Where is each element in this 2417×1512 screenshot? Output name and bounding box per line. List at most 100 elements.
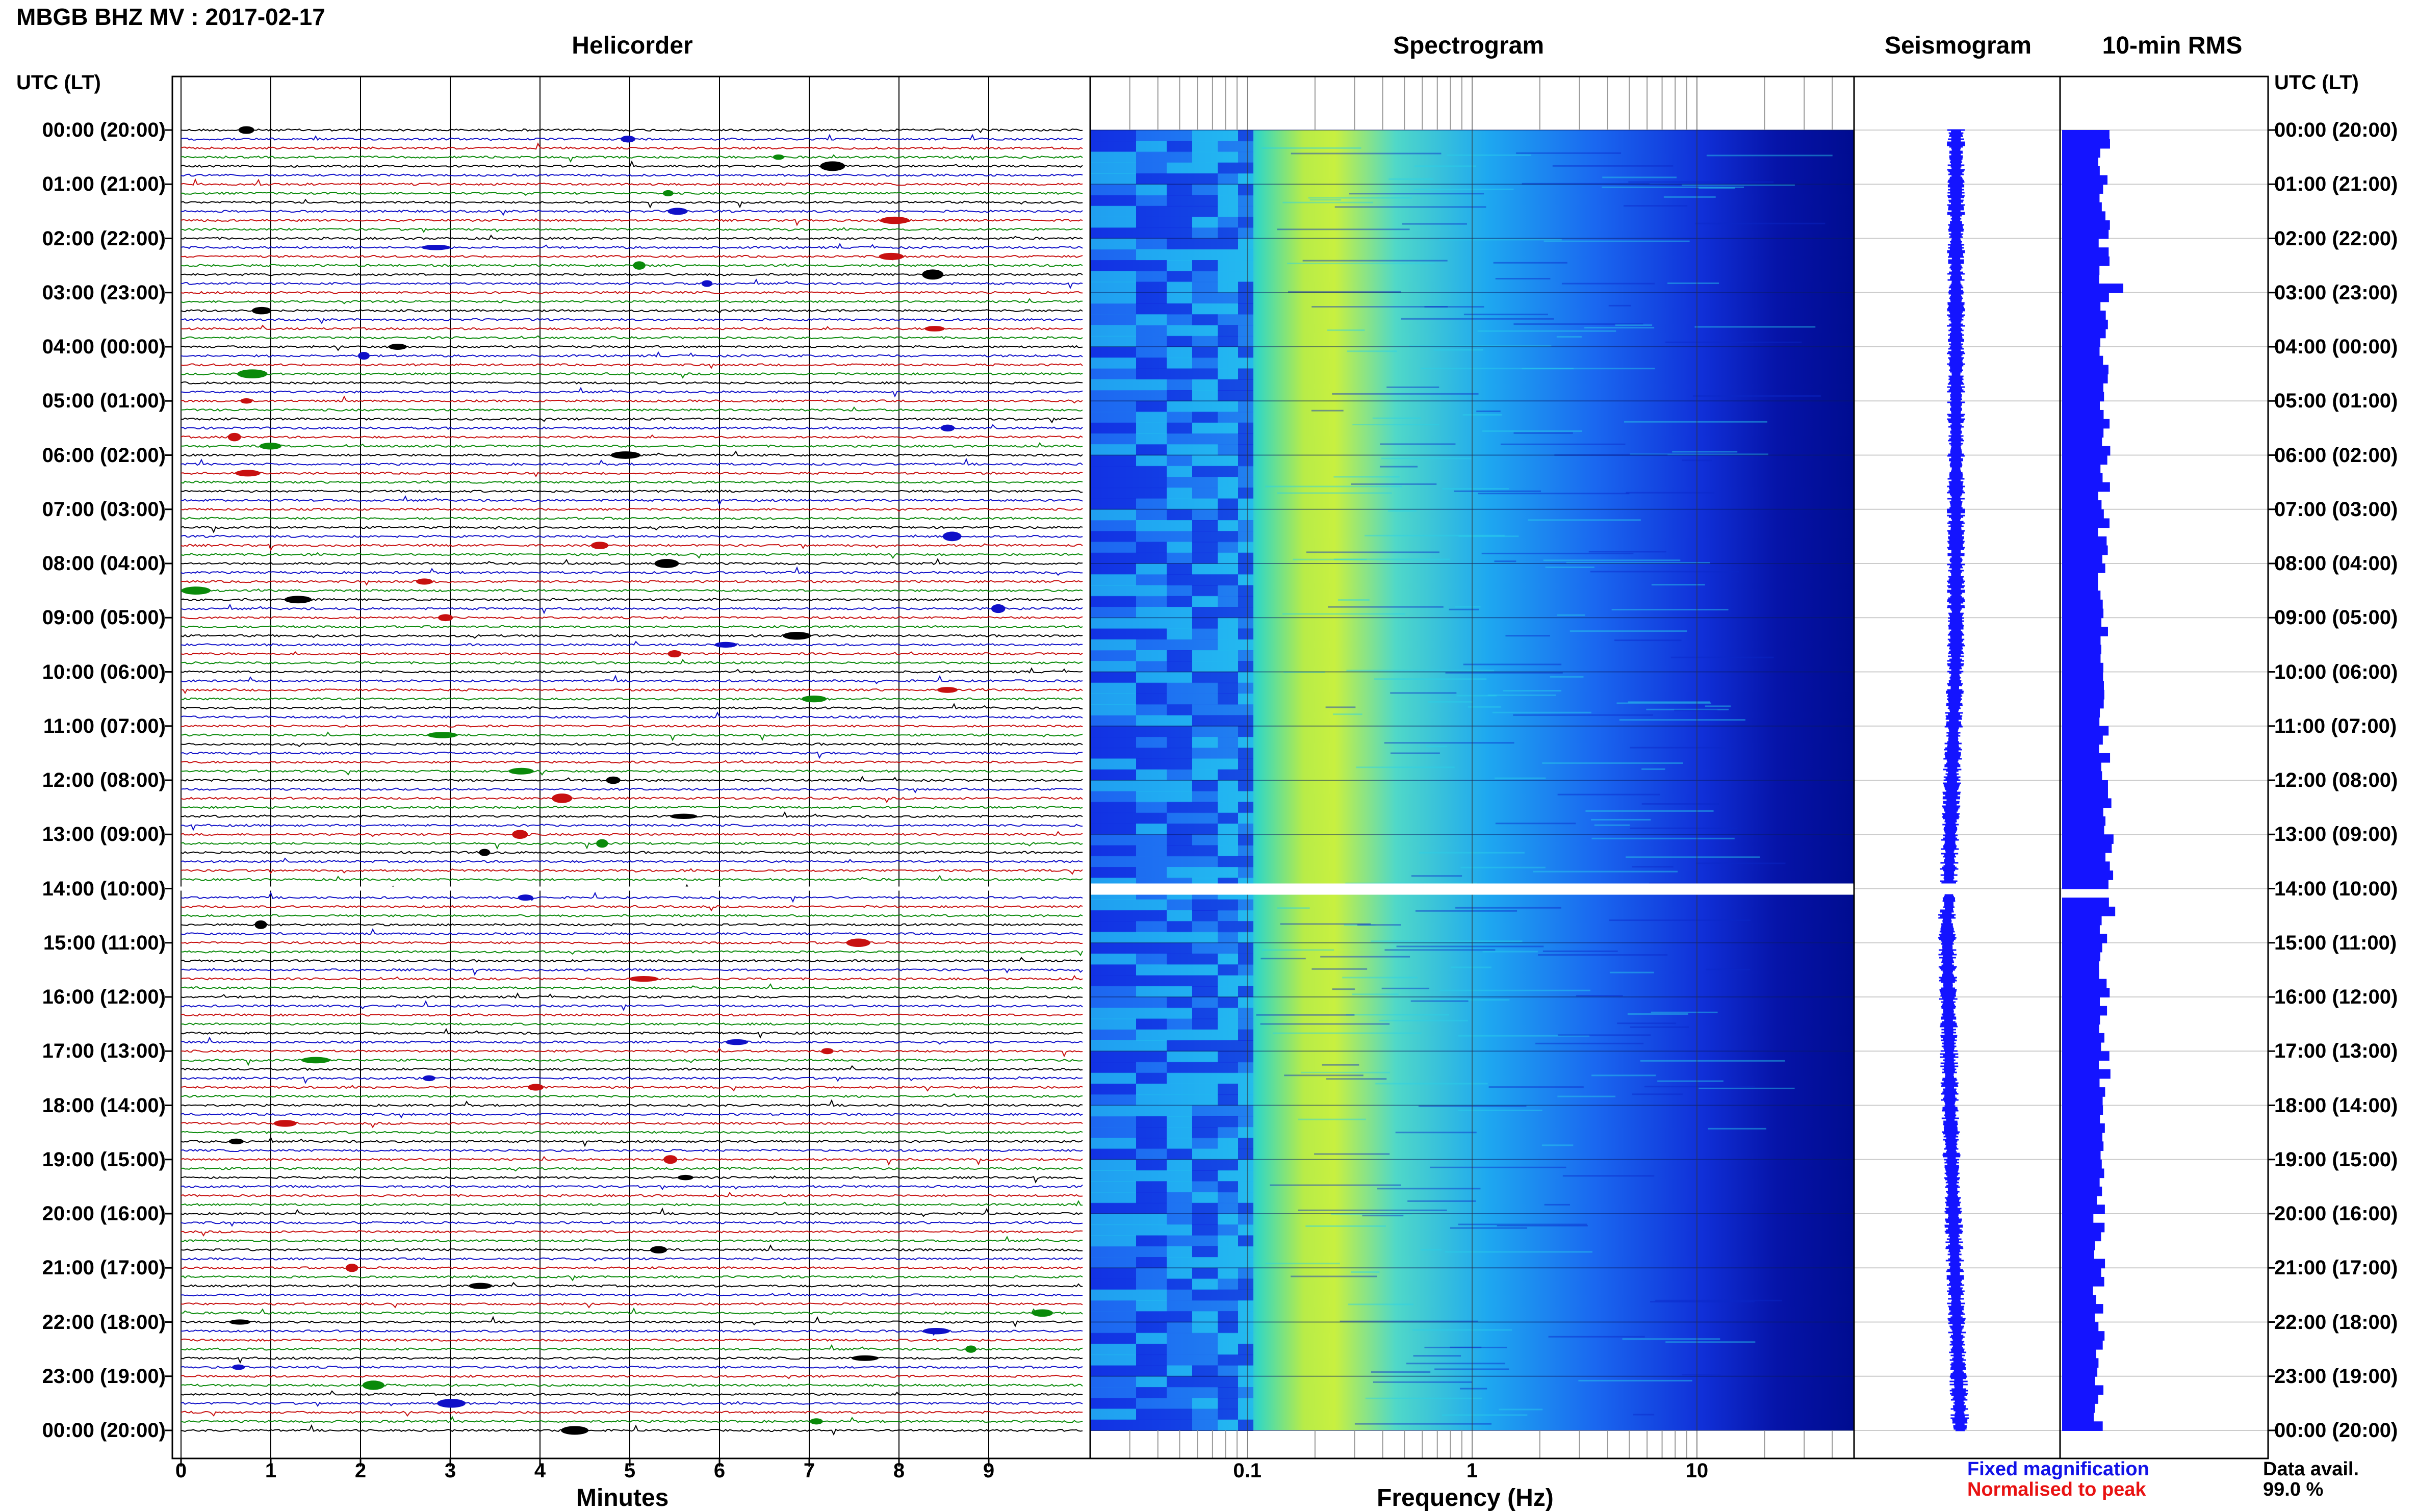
rms-bar [2062,572,2098,582]
spectrogram-cell [1136,780,1167,792]
helicorder-event [254,920,267,929]
spectrogram-cell [1218,1268,1238,1279]
helicorder-trace [181,263,1083,267]
spectrogram-cell [1167,130,1192,142]
rms-bar [2062,771,2102,781]
spectrogram-streak [1409,345,1552,347]
helicorder-trace [181,651,1083,656]
spectrogram-streak [1602,186,1744,188]
spectrogram-cell [1238,162,1253,174]
spectrogram-cell [1136,748,1167,759]
spectrogram-cell [1090,173,1136,185]
spectrogram-streak [1548,1336,1645,1338]
spectrogram-streak [1542,762,1683,764]
spectrogram-cell [1136,1224,1167,1236]
spectrogram-cell [1238,433,1253,445]
spectrogram-streak [1347,350,1397,352]
helicorder-event [879,252,904,260]
spectrogram-cell [1218,1365,1238,1377]
spectrogram-streak [1616,702,1711,704]
helicorder-event [654,559,679,568]
rms-bar [2062,166,2100,176]
spectrogram-cell [1090,682,1136,694]
spectrogram-streak [1381,457,1472,459]
spectrogram-cell [1090,455,1136,467]
spectrogram-streak [1588,551,1666,553]
spectrogram-cell [1136,162,1167,174]
spectrogram-cell [1136,1094,1167,1106]
spectrogram-streak [1682,1374,1721,1376]
rms-bar [2062,1096,2103,1106]
spectrogram-streak [1487,694,1556,696]
rms-bar [2062,1114,2100,1124]
spectrogram-streak [1463,314,1548,316]
rms-bar [2062,997,2100,1007]
rms-bar [2062,1078,2100,1088]
spectrogram-streak [1340,1320,1478,1322]
spectrogram-cell [1238,585,1253,597]
spectrogram-cell [1167,1344,1192,1355]
helicorder-event [801,695,827,703]
spectrogram-streak [1371,940,1523,942]
spectrogram-streak [1544,1203,1570,1206]
helicorder-trace [181,1093,1083,1098]
spectrogram-cell [1167,336,1192,347]
time-label: 14:00 (10:00) [2274,877,2398,900]
spectrogram-streak [1334,206,1486,208]
rms-bar [2062,1105,2103,1115]
helicorder-trace [181,751,1083,759]
spectrogram-cell [1136,347,1167,358]
spectrogram-cell [1167,206,1192,217]
time-label: 00:00 (20:00) [2274,119,2398,141]
helicorder-trace [181,824,1083,831]
spectrogram-cell [1167,932,1192,943]
helicorder-trace [181,395,1083,404]
rms-bar [2062,753,2111,763]
helicorder-event [345,1264,358,1272]
spectrogram-cell [1090,650,1136,662]
spectrogram-streak [1528,519,1641,521]
spectrogram-streak [1458,1035,1590,1037]
helicorder-trace [181,210,1083,216]
spectrogram-cell [1167,661,1192,673]
spectrogram-cell [1192,834,1218,846]
spectrogram-cell [1238,368,1253,380]
helicorder-trace [181,1356,1083,1364]
spectrogram-streak [1630,1026,1689,1028]
spectrogram-cell [1136,1170,1167,1182]
rms-bar [2062,942,2102,953]
helicorder-event [662,190,674,196]
spectrogram-cell [1167,1062,1192,1073]
helicorder-event [508,767,534,775]
spectrogram-cell [1090,1224,1136,1236]
spectrogram-cell [1192,292,1218,304]
utc-header-right: UTC (LT) [2274,71,2359,94]
helicorder-event [846,938,870,947]
rms-bar [2062,554,2102,564]
spectrogram-cell [1218,726,1238,737]
spectrogram-cell [1136,1062,1167,1073]
spectrogram-streak [1497,1225,1588,1227]
spectrogram-streak [1411,875,1462,877]
helicorder-trace [181,254,1083,261]
spectrogram-cell [1218,975,1238,987]
time-label: 18:00 (14:00) [42,1094,166,1117]
spectrogram-cell [1136,1040,1167,1052]
spectrogram-cell [1136,455,1167,467]
spectrogram-cell [1090,1159,1136,1171]
spectrogram-streak [1305,1225,1386,1227]
spectrogram-cell [1192,141,1218,152]
spectrogram-cell [1218,802,1238,813]
spectrogram-cell [1238,682,1253,694]
spectrogram-streak [1312,968,1368,970]
spectrogram-cell [1238,552,1253,564]
spectrogram-streak [1602,176,1677,178]
spectrogram-streak [1478,493,1630,495]
time-label: 09:00 (05:00) [2274,606,2398,629]
spectrogram-cell [1192,661,1218,673]
rms-bar [2062,301,2101,312]
rms-bar [2062,1132,2102,1142]
helicorder-trace [181,543,1083,552]
spectrogram-cell [1192,1051,1218,1063]
